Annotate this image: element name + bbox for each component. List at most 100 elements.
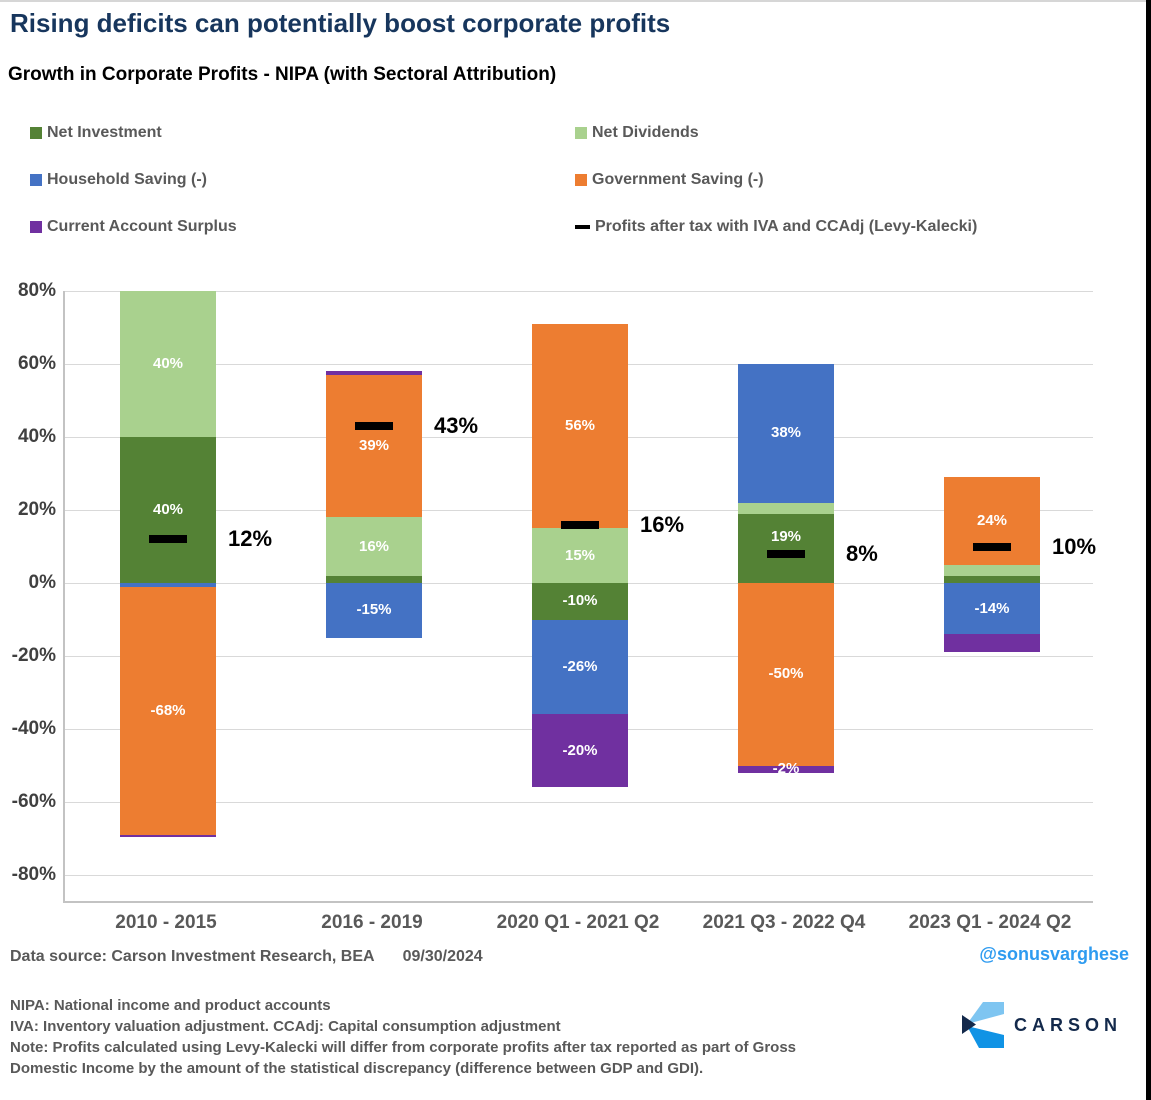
profit-marker-dash (973, 542, 1011, 551)
bar-segment-government-saving (532, 323, 628, 529)
y-axis-tick-80%: 80% (17, 280, 56, 301)
bar-segment-household-saving (944, 583, 1040, 635)
segment-value-label: 16% (358, 537, 390, 555)
bar-segment-net-investment (326, 575, 422, 583)
y-axis-tick-40%: 40% (17, 426, 56, 447)
bar-segment-net-dividends (944, 564, 1040, 576)
carson-logo-icon (962, 1002, 1004, 1048)
bar-segment-current-account-surplus (532, 714, 628, 788)
bar-segment-net-dividends (738, 502, 834, 514)
y-axis-tick-60%: 60% (17, 353, 56, 374)
legend-label: Net Investment (47, 123, 162, 141)
gridline-80% (65, 291, 1093, 292)
data-source: Data source: Carson Investment Research,… (10, 948, 483, 966)
x-axis-category-label: 2016 - 2019 (321, 912, 423, 933)
y-axis-tick--60%: -60% (11, 791, 56, 812)
top-border (0, 0, 1151, 2)
legend-square-marker-icon (30, 126, 42, 139)
legend-item-net-dividends: Net Dividends (575, 122, 1120, 143)
gridline--80% (65, 875, 1093, 876)
legend-item-profits-after-tax-with-iva-and-ccadj-levy-kalecki: Profits after tax with IVA and CCAdj (Le… (575, 216, 1120, 237)
y-axis-tick-20%: 20% (17, 499, 56, 520)
chart-title: Growth in Corporate Profits - NIPA (with… (8, 64, 557, 85)
legend-item-current-account-surplus: Current Account Surplus (30, 216, 575, 237)
segment-value-label: 39% (358, 437, 390, 455)
legend: Net Investment Net Dividends Household Sav… (30, 122, 1120, 237)
segment-value-label: 40% (152, 355, 184, 372)
y-axis-tick-0%: 0% (28, 572, 56, 593)
segment-value-label: -50% (768, 665, 804, 683)
segment-value-label: -2% (772, 760, 800, 778)
footnote-nipa: NIPA: National income and product accoun… (10, 997, 331, 1014)
legend-square-marker-icon (575, 126, 587, 139)
segment-value-label: 38% (770, 424, 802, 442)
bar-segment-net-investment (120, 437, 216, 583)
legend-label: Current Account Surplus (47, 217, 237, 235)
legend-label: Household Saving (-) (47, 170, 207, 188)
carson-logo: CARSON (962, 1002, 1122, 1048)
page-title: Rising deficits can potentially boost co… (10, 8, 671, 38)
legend-square-marker-icon (30, 173, 42, 186)
profit-marker-dash (561, 520, 599, 529)
x-axis-category-label: 2023 Q1 - 2024 Q2 (908, 912, 1072, 933)
bar-segment-government-saving (738, 583, 834, 766)
data-source-date: 09/30/2024 (402, 948, 483, 965)
carson-logo-text: CARSON (1014, 1014, 1123, 1035)
bar-segment-current-account-surplus (944, 634, 1040, 653)
bar-segment-net-investment (738, 513, 834, 583)
x-axis-category-label: 2020 Q1 - 2021 Q2 (496, 912, 660, 933)
social-handle-link[interactable]: @sonusvarghese (979, 944, 1129, 964)
legend-item-net-investment: Net Investment (30, 122, 575, 143)
legend-label: Net Dividends (592, 123, 699, 141)
footnotes: NIPA: National income and product accoun… (10, 995, 845, 1079)
y-axis-tick--20%: -20% (11, 645, 56, 666)
profit-marker-dash (355, 422, 393, 431)
profit-marker-label: 12% (228, 526, 273, 552)
bar-segment-net-investment (944, 575, 1040, 583)
bar-segment-net-dividends (326, 517, 422, 576)
profit-marker-label: 43% (434, 413, 479, 439)
y-axis-tick--40%: -40% (11, 718, 56, 739)
bar-segment-government-saving (326, 374, 422, 518)
legend-item-government-saving: Government Saving (-) (575, 169, 1120, 190)
segment-value-label: -26% (562, 657, 598, 675)
bar-segment-household-saving (120, 583, 216, 587)
profit-marker-label: 8% (846, 540, 878, 566)
profit-marker-label: 10% (1052, 533, 1097, 559)
data-source-label: Data source: Carson Investment Research,… (10, 948, 375, 965)
x-axis-category-label: 2021 Q3 - 2022 Q4 (702, 912, 866, 933)
legend-square-marker-icon (30, 220, 42, 233)
footnote-levy-kalecki: Note: Profits calculated using Levy-Kale… (10, 1039, 797, 1077)
gridline--60% (65, 802, 1093, 803)
segment-value-label: 19% (770, 528, 802, 546)
profit-marker-dash (767, 549, 805, 558)
bar-segment-household-saving (326, 583, 422, 638)
segment-value-label: -20% (562, 741, 598, 759)
bar-segment-current-account-surplus (738, 765, 834, 773)
y-axis-tick--80%: -80% (11, 864, 56, 885)
bar-segment-net-investment (532, 583, 628, 620)
profit-marker-label: 16% (640, 511, 685, 537)
stacked-bar-chart: 40% 40% -68% 12% 16% -15% 39% 43% -10% 15% -26% 56%… (0, 270, 1151, 938)
bar-segment-household-saving (532, 619, 628, 715)
x-axis-category-label: 2010 - 2015 (115, 912, 217, 933)
segment-value-label: 24% (976, 511, 1008, 529)
segment-value-label: -14% (974, 599, 1010, 617)
bar-segment-current-account-surplus (326, 371, 422, 375)
plot-area: 40% 40% -68% 12% 16% -15% 39% 43% -10% 15% -26% 56%… (63, 291, 1097, 903)
bar-segment-household-saving (738, 364, 834, 503)
segment-value-label: -10% (562, 592, 598, 610)
segment-value-label: -68% (150, 701, 186, 719)
segment-value-label: 40% (152, 501, 184, 518)
legend-label: Government Saving (-) (592, 170, 764, 188)
legend-square-marker-icon (575, 173, 587, 186)
profit-marker-dash (149, 535, 187, 544)
bar-segment-current-account-surplus (120, 834, 216, 837)
segment-value-label: 15% (564, 546, 596, 564)
legend-item-household-saving: Household Saving (-) (30, 169, 575, 190)
footnote-iva: IVA: Inventory valuation adjustment. CCA… (10, 1018, 561, 1035)
right-border (1146, 0, 1151, 1100)
segment-value-label: -15% (356, 601, 392, 619)
bar-segment-net-dividends (532, 528, 628, 583)
